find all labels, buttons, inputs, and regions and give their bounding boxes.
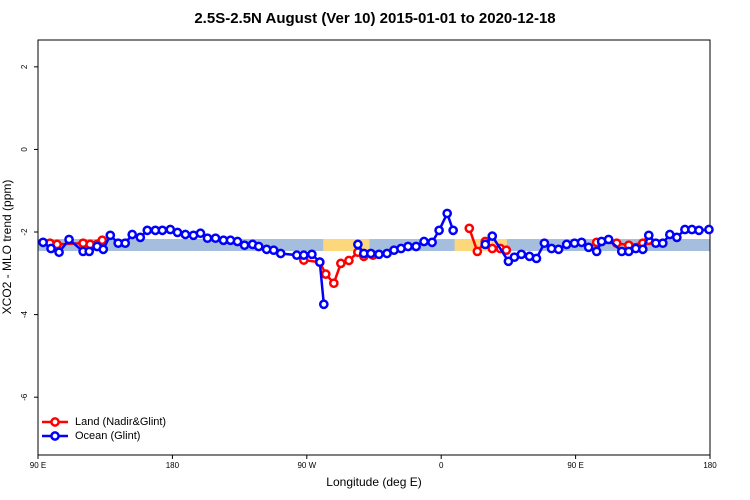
data-point [210,233,221,244]
x-tick-label: 180 [703,461,717,470]
data-point [253,241,264,252]
data-point [671,232,682,243]
y-tick-label: 0 [20,147,29,152]
data-point [448,225,458,236]
data-point [46,243,56,254]
data-point [353,239,363,250]
data-point [98,244,109,255]
data-point [318,299,329,310]
data-point [643,230,654,241]
data-point [403,241,413,252]
data-point [472,246,483,257]
data-point [97,235,108,246]
data-point [531,253,542,264]
data-point [442,208,453,219]
data-point [366,248,376,259]
data-point [180,229,191,240]
data-point [142,225,153,236]
data-point [603,234,614,245]
data-point [38,237,48,248]
data-point [576,237,587,248]
data-point [84,246,95,257]
data-point [157,225,168,236]
data-point [374,249,384,260]
data-point [434,225,444,236]
x-tick-label: 90 E [30,461,46,470]
y-tick-label: -6 [20,393,29,401]
reference-band [38,239,710,252]
x-tick-label: 180 [166,461,180,470]
data-point [657,238,668,249]
data-point [591,246,602,257]
data-point [298,250,309,260]
x-tick-label: 0 [439,461,444,470]
data-point [202,233,213,244]
x-axis-title: Longitude (deg E) [326,475,421,489]
x-tick-label: 90 W [297,461,316,470]
data-point [427,237,437,248]
y-tick-label: -4 [20,311,29,319]
data-point [172,227,183,238]
data-point [561,239,572,250]
data-point [54,247,64,258]
data-point [307,249,317,260]
data-point [232,236,243,247]
legend-marker [50,431,60,441]
data-point [239,240,250,251]
data-point [320,269,331,279]
data-point [275,248,286,259]
data-point [553,244,564,255]
data-point [135,232,146,243]
data-point [195,228,206,239]
data-point [583,242,594,253]
data-point [411,241,421,252]
data-point [704,224,714,235]
data-point [694,225,704,236]
data-point [539,238,550,249]
plot-frame [37,39,711,456]
data-point [487,231,498,241]
data-point [480,239,491,250]
data-point [328,278,339,289]
y-tick-label: -2 [20,228,29,236]
data-point [105,230,116,241]
data-point [344,255,354,266]
data-point [516,249,527,260]
data-point [314,257,325,268]
legend-marker [50,417,60,427]
data-point [120,238,131,249]
y-axis-title: XCO2 - MLO trend (ppm) [0,180,14,315]
legend-label: Ocean (Glint) [75,430,140,442]
y-tick-label: 2 [20,64,29,69]
data-point [637,244,648,255]
data-point [127,229,138,240]
data-point [64,234,74,245]
data-point [464,223,475,234]
x-tick-label: 90 E [567,461,583,470]
legend-label: Land (Nadir&Glint) [75,416,166,428]
chart-title: 2.5S-2.5N August (Ver 10) 2015-01-01 to … [194,10,555,27]
highlight-band [323,239,370,252]
data-point [335,258,346,269]
data-point [419,236,429,247]
